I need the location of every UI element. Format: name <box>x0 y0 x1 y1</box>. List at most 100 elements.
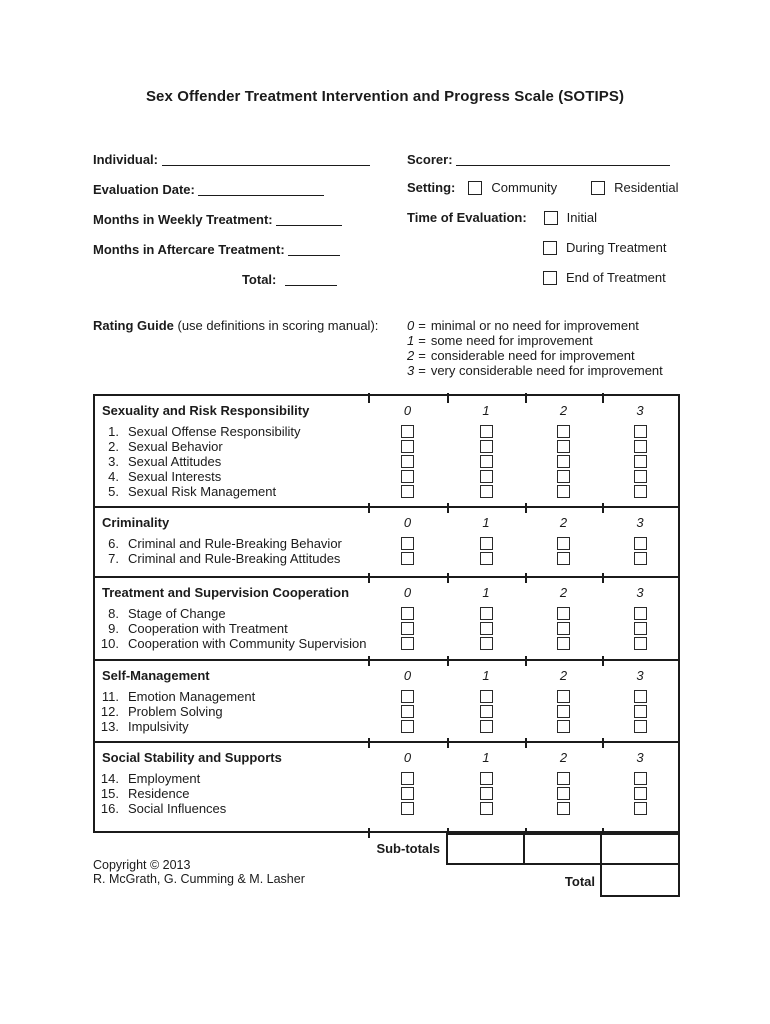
subtotal-box-3[interactable] <box>600 833 680 865</box>
rating-checkbox-item9-3[interactable] <box>633 622 647 635</box>
rating-checkbox-item15-2[interactable] <box>557 787 570 800</box>
rating-checkbox-item15-3[interactable] <box>633 787 647 800</box>
rating-checkbox-item1-2[interactable] <box>557 425 570 438</box>
rating-checkbox-item16-1[interactable] <box>479 802 493 815</box>
rating-checkbox-item8-1[interactable] <box>479 607 493 620</box>
item-label: Criminal and Rule-Breaking Behavior <box>128 536 342 551</box>
rating-column-header: 0 <box>403 515 412 530</box>
rating-checkbox-item8-0[interactable] <box>401 607 414 620</box>
subtotal-box-1[interactable] <box>446 833 525 865</box>
rating-checkbox-item14-2[interactable] <box>557 772 570 785</box>
individual-input-line[interactable] <box>161 152 370 166</box>
rating-checkbox-item9-2[interactable] <box>557 622 570 635</box>
rating-checkbox-item16-2[interactable] <box>557 802 570 815</box>
column-divider-tick <box>368 503 370 513</box>
rating-checkbox-item11-2[interactable] <box>557 690 570 703</box>
rating-checkbox-item5-2[interactable] <box>557 485 570 498</box>
evaluation-date-field: Evaluation Date: <box>93 182 325 197</box>
rating-checkbox-item11-0[interactable] <box>401 690 414 703</box>
rating-checkbox-item7-0[interactable] <box>401 552 414 565</box>
scorer-input-line[interactable] <box>456 152 671 166</box>
rating-checkbox-item11-1[interactable] <box>479 690 493 703</box>
rating-checkbox-item2-1[interactable] <box>479 440 493 453</box>
checkbox-initial[interactable] <box>543 210 558 225</box>
rating-checkbox-item12-3[interactable] <box>633 705 647 718</box>
rating-checkbox-item3-1[interactable] <box>479 455 493 468</box>
column-divider-tick <box>602 656 604 666</box>
rating-checkbox-item7-1[interactable] <box>479 552 493 565</box>
rating-checkbox-item10-0[interactable] <box>401 637 414 650</box>
rating-checkbox-item12-0[interactable] <box>401 705 414 718</box>
rating-checkbox-item6-0[interactable] <box>401 537 414 550</box>
rating-checkbox-item5-3[interactable] <box>633 485 647 498</box>
rating-checkbox-item7-3[interactable] <box>633 552 647 565</box>
subtotal-box-2[interactable] <box>523 833 602 865</box>
rating-checkbox-item7-2[interactable] <box>557 552 570 565</box>
total-box[interactable] <box>600 863 680 897</box>
item-label: Residence <box>128 786 190 801</box>
column-divider-tick <box>602 738 604 748</box>
rating-checkbox-item14-0[interactable] <box>401 772 414 785</box>
rating-checkbox-item1-1[interactable] <box>479 425 493 438</box>
rating-checkbox-item10-3[interactable] <box>633 637 647 650</box>
rating-checkbox-item4-3[interactable] <box>633 470 647 483</box>
rating-checkbox-item4-1[interactable] <box>479 470 493 483</box>
rating-checkbox-item15-1[interactable] <box>479 787 493 800</box>
equals-sign: = <box>418 318 426 333</box>
checkbox-during-treatment[interactable] <box>543 240 557 255</box>
rating-checkbox-item13-3[interactable] <box>633 720 647 733</box>
months-aftercare-input-line[interactable] <box>288 242 341 256</box>
item-number: 2. <box>108 439 119 454</box>
rating-checkbox-item12-1[interactable] <box>479 705 493 718</box>
rating-checkbox-item8-2[interactable] <box>557 607 570 620</box>
checkbox-residential[interactable] <box>591 180 606 195</box>
table-row: 5. Sexual Risk Management <box>95 484 678 499</box>
rating-checkbox-item5-1[interactable] <box>479 485 493 498</box>
months-aftercare-label: Months in Aftercare Treatment: <box>93 242 285 257</box>
evaluation-date-input-line[interactable] <box>198 182 325 196</box>
rating-checkbox-item10-1[interactable] <box>479 637 493 650</box>
rating-checkbox-item9-0[interactable] <box>401 622 414 635</box>
table-row: 14. Employment <box>95 771 678 786</box>
table-row: 9. Cooperation with Treatment <box>95 621 678 636</box>
rating-guide-line: 1 = some need for improvement <box>407 333 663 348</box>
rating-checkbox-item6-1[interactable] <box>479 537 493 550</box>
rating-checkbox-item15-0[interactable] <box>401 787 414 800</box>
rating-checkbox-item13-1[interactable] <box>479 720 493 733</box>
rating-checkbox-item4-0[interactable] <box>401 470 414 483</box>
rating-checkbox-item2-0[interactable] <box>401 440 414 453</box>
rating-checkbox-item6-3[interactable] <box>633 537 647 550</box>
months-weekly-input-line[interactable] <box>276 212 343 226</box>
rating-checkbox-item13-2[interactable] <box>557 720 570 733</box>
rating-checkbox-item2-3[interactable] <box>633 440 647 453</box>
rating-checkbox-item14-1[interactable] <box>479 772 493 785</box>
rating-checkbox-item13-0[interactable] <box>401 720 414 733</box>
rating-checkbox-item12-2[interactable] <box>557 705 570 718</box>
rating-checkbox-item5-0[interactable] <box>401 485 414 498</box>
rating-checkbox-item16-3[interactable] <box>633 802 647 815</box>
rating-checkbox-item3-3[interactable] <box>633 455 647 468</box>
checkbox-end-of-treatment[interactable] <box>543 270 557 285</box>
rating-checkbox-item9-1[interactable] <box>479 622 493 635</box>
rating-checkbox-item6-2[interactable] <box>557 537 570 550</box>
item-label-cell: 7. Criminal and Rule-Breaking Attitudes <box>95 551 368 566</box>
section-header-row: Self-Management 0 1 2 3 <box>95 661 678 685</box>
table-row: 10. Cooperation with Community Supervisio… <box>95 636 678 651</box>
rating-checkbox-item16-0[interactable] <box>401 802 414 815</box>
months-total-input-line[interactable] <box>285 272 337 286</box>
rating-checkbox-item11-3[interactable] <box>633 690 647 703</box>
rating-checkbox-item2-2[interactable] <box>557 440 570 453</box>
rating-checkbox-item10-2[interactable] <box>557 637 570 650</box>
item-number: 13. <box>100 719 119 734</box>
checkbox-community[interactable] <box>468 180 483 195</box>
rating-checkbox-item1-0[interactable] <box>401 425 414 438</box>
rating-checkbox-item1-3[interactable] <box>633 425 647 438</box>
rating-checkbox-item3-2[interactable] <box>557 455 570 468</box>
rating-checkbox-item4-2[interactable] <box>557 470 570 483</box>
item-label: Emotion Management <box>128 689 256 704</box>
rating-checkbox-item8-3[interactable] <box>633 607 647 620</box>
rating-checkbox-item14-3[interactable] <box>633 772 647 785</box>
evaluation-date-label: Evaluation Date: <box>93 182 195 197</box>
rating-checkbox-item3-0[interactable] <box>401 455 414 468</box>
